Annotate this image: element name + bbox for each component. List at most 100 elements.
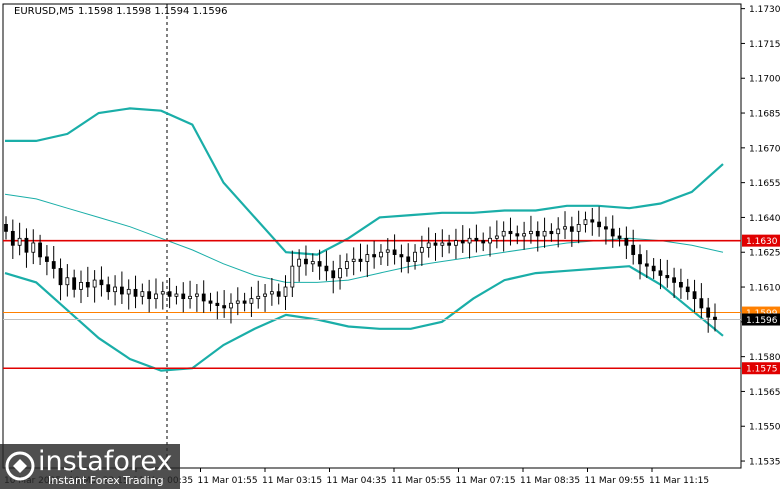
current-price-label: 1.1596 (746, 316, 778, 326)
candle-body (413, 251, 417, 262)
candle-body (467, 237, 472, 244)
candle-body (269, 291, 274, 295)
candle-body (215, 302, 220, 306)
candle-body (590, 219, 595, 223)
candle-body (610, 228, 615, 237)
candle-body (235, 300, 240, 304)
x-tick-label: 11 Mar 07:15 (456, 476, 516, 486)
candle-body (229, 302, 233, 309)
candle-body (522, 233, 527, 237)
candle-body (433, 242, 438, 246)
candle-body (338, 268, 342, 279)
candle-body (106, 284, 111, 293)
watermark-subtitle: Instant Forex Trading (48, 474, 164, 487)
candle-body (447, 242, 452, 246)
candle-body (474, 237, 479, 242)
y-tick-label: 1.1535 (749, 458, 781, 468)
candle-body (58, 268, 63, 286)
instaforex-watermark: instaforex Instant Forex Trading (0, 444, 180, 489)
candle-body (304, 258, 308, 265)
y-tick-label: 1.1655 (749, 179, 781, 189)
candle-body (385, 249, 390, 253)
candle-body (440, 242, 445, 246)
candle-body (529, 230, 533, 235)
level-price-badge (742, 234, 780, 247)
x-tick-label: 11 Mar 03:15 (262, 476, 322, 486)
candle-body (515, 233, 520, 237)
chart-header-ohlc: 1.1598 1.1598 1.1594 1.1596 (78, 6, 228, 17)
candle-body (631, 244, 636, 255)
candle-body (617, 235, 622, 239)
candle-body (454, 240, 458, 246)
x-tick-label: 11 Mar 11:15 (649, 476, 709, 486)
candle-body (119, 286, 124, 295)
candle-body (160, 291, 165, 295)
candle-body (249, 298, 254, 304)
candle-body (604, 226, 608, 230)
level-price-label: 1.1630 (746, 237, 778, 247)
candle-body (419, 247, 424, 253)
level-price-badge (742, 362, 780, 375)
candle-body (460, 240, 465, 244)
chart-header-symbol: EURUSD,M5 (14, 6, 74, 17)
candle-body (113, 286, 117, 293)
candle-body (365, 254, 370, 262)
candle-body (358, 258, 363, 262)
x-tick-label: 11 Mar 04:35 (327, 476, 387, 486)
current-price-badge (742, 313, 780, 326)
bollinger-upper-band (5, 107, 724, 256)
y-tick-label: 1.1550 (749, 423, 781, 433)
candle-body (685, 286, 690, 293)
candle-body (276, 291, 281, 297)
y-tick-label: 1.1685 (749, 110, 781, 120)
candle-body (24, 237, 29, 253)
candle-body (576, 223, 581, 232)
candle-body (372, 254, 377, 258)
candle-body (713, 316, 717, 320)
plot-frame (2, 3, 742, 469)
candle-body (154, 293, 158, 300)
candle-body (426, 242, 431, 249)
candle-body (188, 295, 192, 300)
candle-body (85, 281, 90, 288)
y-tick-label: 1.1730 (749, 5, 781, 15)
candle-body (283, 286, 288, 297)
candle-body (399, 254, 404, 258)
candle-body (624, 237, 629, 246)
x-tick-label: 11 Mar 08:35 (520, 476, 580, 486)
candle-body (256, 295, 261, 300)
candle-body (331, 270, 336, 279)
instaforex-logo-icon (5, 451, 35, 481)
candle-body (79, 281, 83, 290)
candle-body (583, 219, 588, 225)
candle-body (508, 230, 513, 235)
candle-body (324, 265, 329, 272)
candle-body (10, 230, 15, 246)
candle-body (569, 226, 574, 232)
candle-body (242, 300, 247, 304)
y-tick-label: 1.1610 (749, 284, 781, 294)
candle-body (72, 277, 77, 290)
candle-body (147, 291, 152, 300)
candle-body (535, 230, 540, 237)
candle-body (140, 291, 145, 297)
candle-body (494, 235, 499, 239)
candle-body (679, 281, 683, 288)
y-tick-label: 1.1715 (749, 40, 781, 50)
y-tick-label: 1.1640 (749, 214, 781, 224)
candle-body (542, 230, 547, 237)
candle-body (392, 249, 397, 255)
candle-body (665, 275, 670, 279)
candlestick-series (4, 206, 717, 333)
candle-body (344, 261, 349, 269)
candle-body (379, 251, 383, 258)
candle-body (181, 293, 186, 300)
candle-body (201, 293, 206, 302)
candle-body (658, 270, 663, 276)
y-tick-label: 1.1625 (749, 249, 781, 259)
candle-body (501, 230, 506, 237)
candle-body (638, 254, 642, 265)
candle-body (290, 265, 295, 288)
